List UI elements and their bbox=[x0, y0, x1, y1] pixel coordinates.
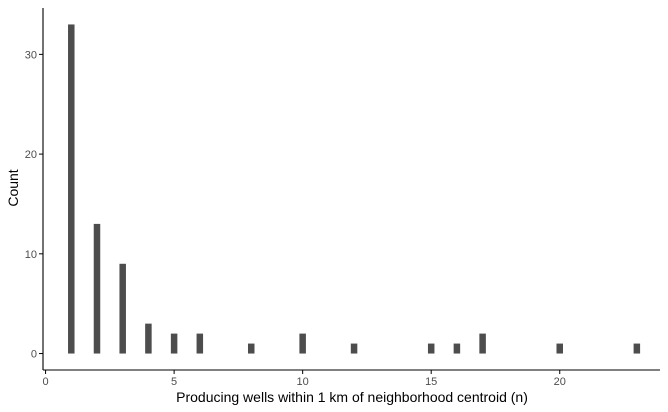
x-axis-ticks: 0 5 10 15 20 bbox=[43, 370, 566, 388]
bar-17 bbox=[479, 333, 486, 354]
bar-23 bbox=[633, 343, 641, 354]
bar-6 bbox=[196, 333, 204, 354]
x-axis-title: Producing wells within 1 km of neighborh… bbox=[176, 389, 528, 405]
y-axis-title: Count bbox=[5, 169, 21, 206]
y-tick-label: 10 bbox=[25, 249, 37, 261]
bar-1 bbox=[68, 24, 75, 354]
bar-3 bbox=[119, 263, 126, 354]
y-axis-ticks: 0 10 20 30 bbox=[25, 49, 43, 361]
y-tick-label: 20 bbox=[25, 149, 37, 161]
bar-16 bbox=[453, 343, 461, 354]
x-tick-label: 15 bbox=[425, 376, 437, 388]
bars-group bbox=[68, 24, 641, 354]
bar-15 bbox=[427, 343, 435, 354]
bar-8 bbox=[247, 343, 255, 354]
bar-4 bbox=[145, 323, 152, 354]
bar-10 bbox=[299, 333, 306, 354]
x-tick-label: 10 bbox=[297, 376, 309, 388]
x-tick-label: 20 bbox=[554, 376, 566, 388]
bar-12 bbox=[350, 343, 358, 354]
x-tick-label: 0 bbox=[43, 376, 49, 388]
bar-2 bbox=[93, 223, 101, 354]
x-tick-label: 5 bbox=[171, 376, 177, 388]
bar-20 bbox=[556, 343, 563, 354]
y-tick-label: 0 bbox=[31, 349, 37, 361]
bar-5 bbox=[170, 333, 178, 354]
y-tick-label: 30 bbox=[25, 49, 37, 61]
